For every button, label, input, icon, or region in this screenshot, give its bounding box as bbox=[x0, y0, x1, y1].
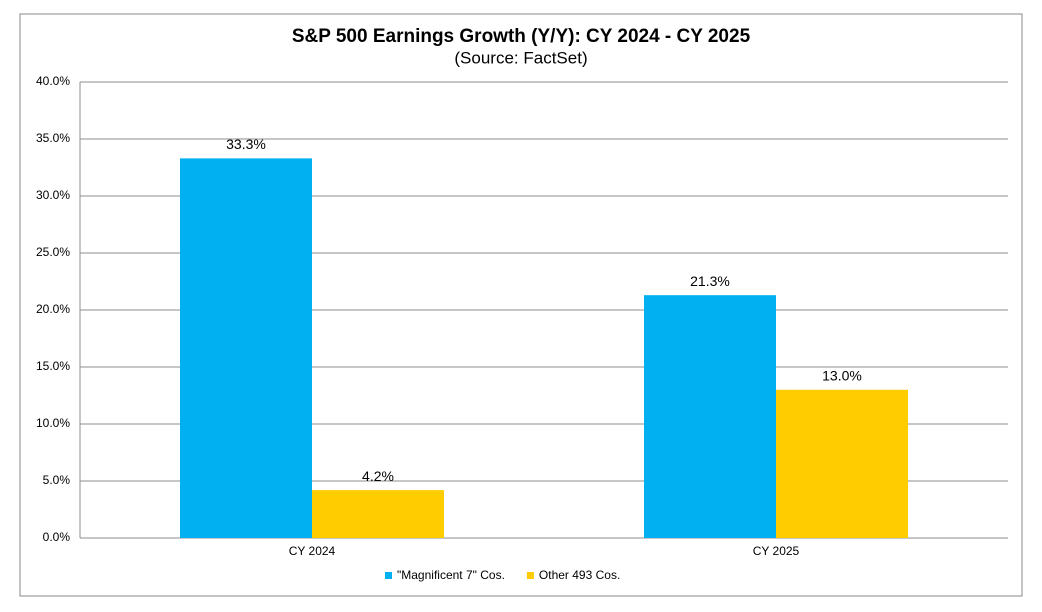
y-tick-label: 15.0% bbox=[36, 359, 70, 373]
bar bbox=[180, 158, 312, 538]
y-tick-label: 10.0% bbox=[36, 416, 70, 430]
value-label: 33.3% bbox=[226, 136, 266, 152]
value-label: 21.3% bbox=[690, 273, 730, 289]
y-tick-label: 0.0% bbox=[43, 530, 71, 544]
legend-label: "Magnificent 7" Cos. bbox=[397, 568, 505, 582]
legend-label: Other 493 Cos. bbox=[539, 568, 620, 582]
x-tick-label: CY 2025 bbox=[753, 544, 800, 558]
y-tick-label: 25.0% bbox=[36, 245, 70, 259]
chart-subtitle: (Source: FactSet) bbox=[454, 48, 587, 67]
y-tick-label: 20.0% bbox=[36, 302, 70, 316]
chart-title: S&P 500 Earnings Growth (Y/Y): CY 2024 -… bbox=[292, 26, 751, 47]
legend-swatch bbox=[526, 572, 534, 579]
y-tick-label: 40.0% bbox=[36, 74, 70, 88]
bar bbox=[312, 490, 444, 538]
y-tick-label: 35.0% bbox=[36, 131, 70, 145]
legend-swatch bbox=[385, 572, 392, 579]
y-tick-label: 30.0% bbox=[36, 188, 70, 202]
value-label: 13.0% bbox=[822, 368, 862, 384]
x-tick-label: CY 2024 bbox=[289, 544, 336, 558]
bar bbox=[776, 389, 908, 538]
value-label: 4.2% bbox=[362, 468, 394, 484]
bar bbox=[644, 295, 776, 538]
y-tick-label: 5.0% bbox=[43, 473, 71, 487]
